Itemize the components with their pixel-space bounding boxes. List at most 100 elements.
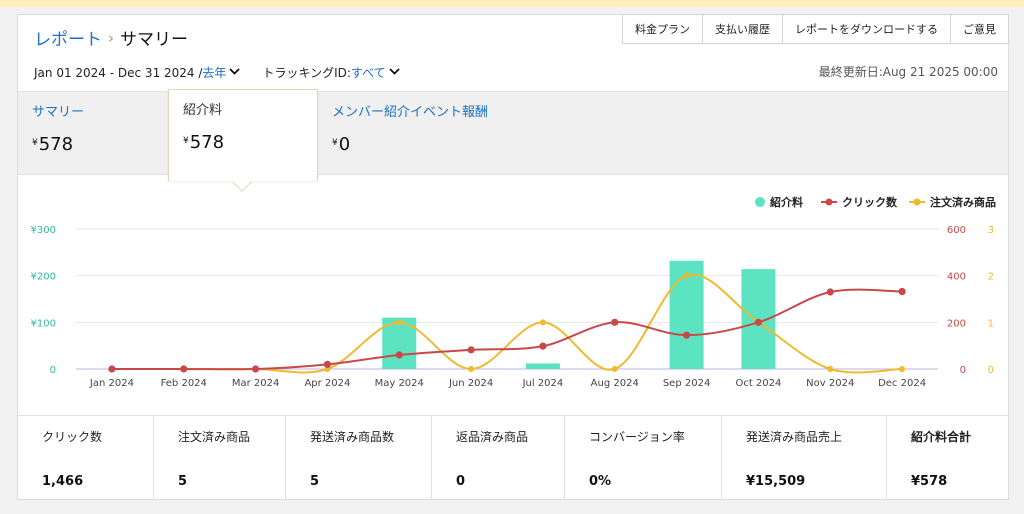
left-axis-tick-label: 0 <box>50 365 56 376</box>
point-clicks <box>251 365 260 373</box>
stat-total-referral-fee: 紹介料合計 ¥578 <box>887 416 1008 500</box>
point-clicks <box>682 331 691 339</box>
right-axis-clicks-tick-label: 400 <box>947 272 966 283</box>
stat-conversion-rate-value: 0% <box>589 474 612 489</box>
nav-download-report-button[interactable]: レポートをダウンロードする <box>783 14 951 44</box>
stat-ordered-items-value: 5 <box>178 474 188 489</box>
x-axis-tick-label: Jul 2024 <box>522 378 564 389</box>
bar-referral-fee <box>669 260 704 369</box>
stats-bar: クリック数 1,466 注文済み商品 5 発送済み商品数 5 返品済み商品 0 … <box>18 415 1008 500</box>
point-ordered-items <box>827 366 834 372</box>
point-clicks <box>395 351 403 359</box>
tab-referral-fee-label: 紹介料 <box>183 103 223 118</box>
right-axis-orders-tick-label: 3 <box>988 225 994 236</box>
stat-clicks: クリック数 1,466 <box>18 416 154 500</box>
tab-member-referral-bonus-label: メンバー紹介イベント報酬 <box>332 105 489 120</box>
x-axis-tick-label: Mar 2024 <box>232 378 280 389</box>
page-title: サマリー <box>120 30 188 50</box>
breadcrumb-report-link[interactable]: レポート <box>34 30 102 50</box>
point-ordered-items <box>396 319 403 326</box>
stat-conversion-rate-label: コンバージョン率 <box>589 430 685 444</box>
stat-shipped-sales-label: 発送済み商品売上 <box>746 430 843 444</box>
legend-referral-fee-label: 紹介料 <box>770 195 803 209</box>
x-axis-tick-label: Feb 2024 <box>161 378 207 389</box>
tracking-id-dropdown[interactable]: すべて <box>350 66 386 80</box>
tab-referral-fee[interactable]: 紹介料 ¥578 <box>168 89 318 192</box>
x-axis-tick-label: Nov 2024 <box>806 378 854 389</box>
x-axis-tick-label: Sep 2024 <box>663 378 710 389</box>
bar-referral-fee <box>525 363 560 369</box>
left-axis-tick-label: ¥100 <box>31 318 56 329</box>
left-axis-tick-label: ¥300 <box>31 225 56 236</box>
stat-shipped-items-value: 5 <box>310 474 320 489</box>
stat-conversion-rate: コンバージョン率 0% <box>565 416 722 500</box>
x-axis-tick-label: Dec 2024 <box>878 378 926 389</box>
point-ordered-items <box>468 366 475 372</box>
filter-bar: Jan 01 2024 - Dec 31 2024 / 去年 トラッキングID:… <box>34 64 422 81</box>
stat-total-referral-fee-label: 紹介料合計 <box>911 430 972 444</box>
legend-referral-fee-swatch <box>755 197 765 207</box>
chevron-down-icon[interactable] <box>388 67 400 78</box>
right-axis-orders-tick-label: 0 <box>988 365 994 376</box>
right-axis-orders-tick-label: 2 <box>988 272 994 283</box>
right-axis-clicks-tick-label: 600 <box>947 225 966 236</box>
x-axis-tick-label: Oct 2024 <box>735 378 781 389</box>
legend-clicks-label: クリック数 <box>842 195 898 209</box>
report-panel: レポート › サマリー 料金プラン 支払い履歴 レポートをダウンロードする ご意… <box>17 14 1009 500</box>
x-axis-tick-label: Apr 2024 <box>304 378 350 389</box>
tab-summary-value: ¥578 <box>32 134 74 155</box>
x-axis-tick-label: May 2024 <box>375 378 424 389</box>
point-clicks <box>611 318 619 326</box>
right-axis-clicks-tick-label: 200 <box>947 318 966 329</box>
date-range-text: Jan 01 2024 - Dec 31 2024 / <box>34 65 203 80</box>
point-clicks <box>754 318 763 326</box>
nav-payment-history-button[interactable]: 支払い履歴 <box>703 14 783 44</box>
stat-clicks-value: 1,466 <box>42 474 84 489</box>
nav-feedback-button[interactable]: ご意見 <box>951 14 1009 44</box>
stat-shipped-items-label: 発送済み商品数 <box>310 430 395 444</box>
left-axis-tick-label: ¥200 <box>31 272 56 283</box>
nav-fee-plan-button[interactable]: 料金プラン <box>622 14 703 44</box>
stat-returned-items-label: 返品済み商品 <box>456 430 529 444</box>
tab-member-referral-bonus[interactable]: メンバー紹介イベント報酬 ¥0 <box>318 92 538 176</box>
tab-summary[interactable]: サマリー ¥578 <box>18 92 168 176</box>
x-axis-tick-label: Aug 2024 <box>591 378 639 389</box>
chevron-down-icon[interactable] <box>229 67 241 78</box>
breadcrumb: レポート › サマリー <box>34 25 188 51</box>
point-clicks <box>826 288 834 296</box>
point-ordered-items <box>539 319 546 326</box>
right-axis-clicks-tick-label: 0 <box>960 365 966 376</box>
line-ordered-items <box>111 273 903 374</box>
x-axis-tick-label: Jan 2024 <box>89 378 134 389</box>
stat-ordered-items-label: 注文済み商品 <box>178 430 251 444</box>
legend-clicks-swatch <box>825 198 833 206</box>
stat-clicks-label: クリック数 <box>42 430 103 444</box>
stat-shipped-sales-value: ¥15,509 <box>746 474 806 489</box>
point-clicks <box>539 342 547 350</box>
date-preset-dropdown[interactable]: 去年 <box>202 66 227 80</box>
point-ordered-items <box>611 366 618 372</box>
last-updated-text: 最終更新日:Aug 21 2025 00:00 <box>818 65 998 79</box>
tracking-id-label: トラッキングID: <box>262 66 351 80</box>
tab-summary-label: サマリー <box>32 105 85 120</box>
stat-shipped-sales: 発送済み商品売上 ¥15,509 <box>722 416 887 500</box>
tab-member-referral-bonus-value: ¥0 <box>332 134 351 155</box>
point-clicks <box>323 360 332 368</box>
stat-shipped-items: 発送済み商品数 5 <box>286 416 432 500</box>
point-ordered-items <box>683 272 690 279</box>
point-clicks <box>180 365 188 373</box>
point-clicks <box>467 346 475 354</box>
summary-tabs: サマリー ¥578 紹介料 ¥578 メンバー紹介イベント報酬 ¥0 <box>18 89 1008 192</box>
notification-band <box>0 0 1024 7</box>
breadcrumb-separator-icon: › <box>108 28 114 47</box>
stat-returned-items-value: 0 <box>456 474 466 489</box>
stat-ordered-items: 注文済み商品 5 <box>154 416 286 500</box>
tab-referral-fee-value: ¥578 <box>183 132 225 153</box>
top-nav: 料金プラン 支払い履歴 レポートをダウンロードする ご意見 <box>622 14 1009 44</box>
stat-total-referral-fee-value: ¥578 <box>911 474 948 489</box>
line-clicks <box>111 288 903 371</box>
stat-returned-items: 返品済み商品 0 <box>432 416 565 500</box>
point-ordered-items <box>899 366 906 372</box>
x-axis-tick-label: Jun 2024 <box>448 378 493 389</box>
right-axis-orders-tick-label: 1 <box>988 318 994 329</box>
